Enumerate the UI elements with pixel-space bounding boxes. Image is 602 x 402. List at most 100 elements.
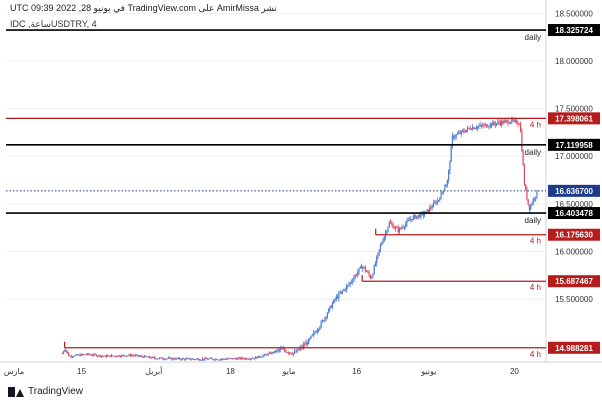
candle-body [161, 357, 163, 359]
candle-body [459, 132, 461, 134]
candle-body [391, 223, 393, 225]
candle-body [270, 352, 272, 354]
candle-body [117, 355, 119, 357]
candle-body [74, 355, 76, 357]
candle-body [281, 348, 283, 350]
candle-body [350, 281, 353, 283]
time-tick-label: يونيو [420, 367, 436, 376]
candle-body [344, 289, 346, 291]
candle-body [85, 354, 87, 356]
candle-body [97, 355, 99, 357]
candle-body [227, 358, 229, 360]
candle-body [480, 124, 483, 126]
level-price-box [548, 341, 600, 354]
candle-body [80, 354, 82, 356]
candle-body [170, 357, 172, 360]
candle-body [210, 358, 212, 359]
candle-body [426, 209, 428, 212]
candle-body [430, 207, 432, 209]
candle-body [268, 352, 270, 354]
candle-body [468, 127, 470, 129]
candle-body [429, 207, 431, 212]
candle-body [396, 227, 398, 229]
candle-body [407, 220, 409, 221]
candle-body [153, 357, 156, 359]
level-price-label: 17.119958 [555, 141, 593, 150]
candle-body [102, 355, 104, 357]
candle-body [410, 219, 412, 221]
candle-body [242, 357, 244, 359]
candle-body [128, 354, 130, 356]
candle-body [211, 358, 214, 360]
horizontal-levels: daily 18.325724 4 h 17.398061 daily 17.119958… [6, 24, 600, 359]
candle-body [169, 357, 171, 359]
candle-body [499, 122, 501, 125]
candle-body [127, 355, 129, 357]
time-axis[interactable]: مارس 15 أبريل 18 مايو 16 يونيو 20 [4, 365, 520, 376]
candle-body [70, 355, 72, 357]
candle-body [118, 355, 120, 357]
candle-body [84, 354, 86, 356]
candle-body [440, 192, 442, 200]
candle-body [68, 352, 70, 356]
candle-body [497, 121, 499, 124]
candle-body [340, 291, 342, 294]
candle-body [478, 126, 480, 127]
candle-body [219, 359, 221, 361]
candle-body [272, 352, 274, 353]
candle-body [393, 228, 395, 229]
level-tag: 4 h [530, 350, 541, 359]
candle-body [104, 355, 106, 357]
candle-body [352, 280, 354, 282]
candle-body [365, 270, 368, 272]
candle-body [190, 359, 192, 361]
candle-body [199, 359, 201, 361]
candle-body [166, 358, 168, 360]
candle-body [83, 354, 85, 356]
time-tick-label: 16 [352, 367, 361, 376]
candle-body [451, 135, 454, 147]
candle-body [488, 126, 490, 128]
candle-body [490, 123, 493, 126]
candle-body [194, 359, 196, 360]
candle-body [88, 353, 90, 355]
candle-body [367, 271, 369, 273]
candle-body [453, 135, 455, 139]
candle-body [259, 356, 262, 358]
candle-body [131, 355, 133, 357]
candle-body [416, 216, 418, 219]
candle-body [65, 349, 67, 352]
candle-body [296, 349, 298, 353]
candle-body [267, 353, 269, 356]
candle-body [251, 358, 253, 360]
candle-body [140, 355, 142, 357]
candle-body [124, 355, 127, 357]
candle-body [109, 355, 111, 357]
candle-body [239, 357, 241, 360]
candle-body [417, 214, 419, 217]
candle-body [238, 357, 240, 359]
candle-body [249, 358, 252, 360]
candle-body [189, 358, 191, 360]
candle-body [362, 266, 364, 269]
candle-body [185, 358, 187, 360]
level-price-box [548, 228, 600, 241]
candle-body [469, 128, 471, 130]
candle-body [522, 150, 524, 166]
candle-body [450, 146, 452, 163]
candle-body [411, 219, 413, 221]
price-axis[interactable]: 18.500000 18.000000 17.500000 17.000000 16.5… [555, 9, 593, 304]
tradingview-logo: TradingView [8, 386, 83, 397]
candle-body [527, 199, 529, 205]
candle-body [295, 351, 297, 353]
level-price-label: 14.988281 [555, 344, 593, 353]
candle-body [181, 358, 183, 360]
candle-body [252, 358, 254, 360]
candle-body [177, 357, 180, 359]
candle-body [315, 332, 317, 334]
candle-body [179, 357, 181, 360]
candle-body [526, 189, 528, 200]
level-tag: 4 h [530, 283, 541, 292]
candle-body [222, 358, 224, 360]
